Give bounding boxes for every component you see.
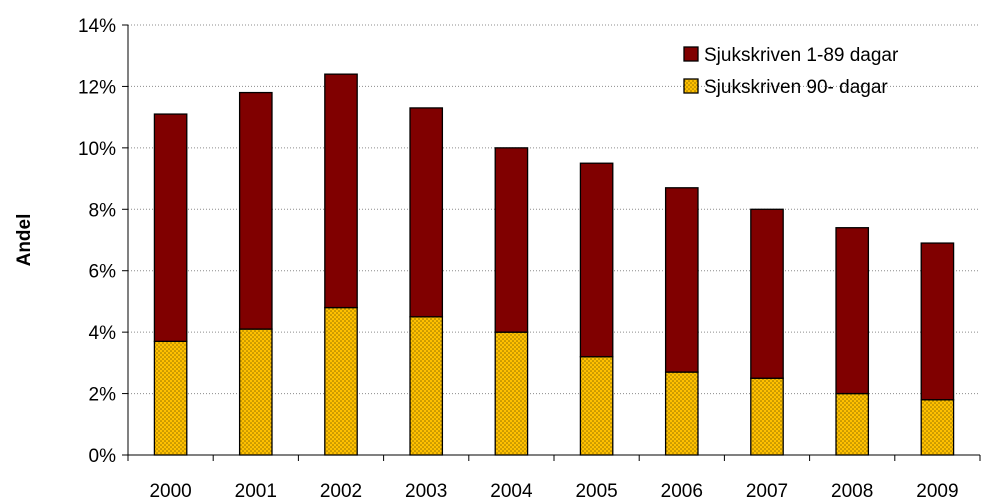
bar-2000-series-2 — [153, 113, 188, 343]
legend-swatch — [683, 78, 699, 94]
x-axis-tick-labels: 2000 2001 2002 2003 2004 2005 2006 2007 2008 2009 — [149, 481, 958, 501]
x-tick-label: 2007 — [746, 481, 788, 501]
legend-label: Sjukskriven 90- dagar — [704, 77, 888, 98]
bar-2005-series-1 — [579, 356, 614, 456]
y-tick-label: 8% — [89, 200, 117, 221]
bar-2002-series-1 — [324, 306, 358, 456]
bar-2008-series-2 — [835, 227, 870, 395]
x-tick-label: 2004 — [490, 481, 533, 501]
x-tick-label: 2001 — [235, 481, 277, 501]
legend: Sjukskriven 1-89 dagar Sjukskriven 90- da… — [683, 45, 899, 98]
y-tick-label: 0% — [89, 446, 117, 467]
bar-2004-series-2 — [494, 147, 529, 333]
bar-2006-series-2 — [664, 187, 699, 373]
bar-2002-series-2 — [324, 73, 358, 309]
bar-2008-series-1 — [835, 392, 870, 456]
legend-label: Sjukskriven 1-89 dagar — [704, 45, 899, 66]
bar-2005-series-2 — [579, 162, 614, 358]
bar-2004-series-1 — [494, 331, 529, 456]
bar-2000-series-1 — [153, 340, 188, 456]
bar-2007-series-2 — [750, 208, 784, 379]
bar-2001-series-1 — [238, 328, 273, 456]
legend-swatch — [683, 46, 699, 62]
y-axis-tick-labels: 0% 2% 4% 6% 8% 10% 12% 14% — [78, 16, 116, 467]
y-tick-label: 10% — [78, 139, 116, 160]
y-tick-label: 4% — [89, 323, 117, 344]
x-tick-label: 2008 — [831, 481, 873, 501]
bar-2003-series-1 — [409, 316, 444, 456]
bar-2007-series-1 — [750, 377, 784, 456]
y-tick-label: 14% — [78, 16, 116, 37]
y-tick-label: 6% — [89, 262, 117, 283]
x-tick-label: 2002 — [320, 481, 362, 501]
y-axis-title: Andel — [14, 214, 35, 267]
x-tick-label: 2005 — [575, 481, 617, 501]
x-tick-label: 2009 — [916, 481, 958, 501]
x-tick-label: 2003 — [405, 481, 447, 501]
axes — [122, 24, 981, 461]
bar-2009-series-1 — [920, 399, 955, 456]
y-tick-label: 2% — [89, 385, 117, 406]
x-tick-label: 2006 — [661, 481, 703, 501]
bars — [153, 73, 955, 456]
bar-2003-series-2 — [409, 107, 444, 318]
bar-2009-series-2 — [920, 242, 955, 401]
y-tick-label: 12% — [78, 77, 116, 98]
bar-2001-series-2 — [238, 91, 273, 330]
bar-2006-series-1 — [664, 371, 699, 456]
x-tick-label: 2000 — [149, 481, 191, 501]
